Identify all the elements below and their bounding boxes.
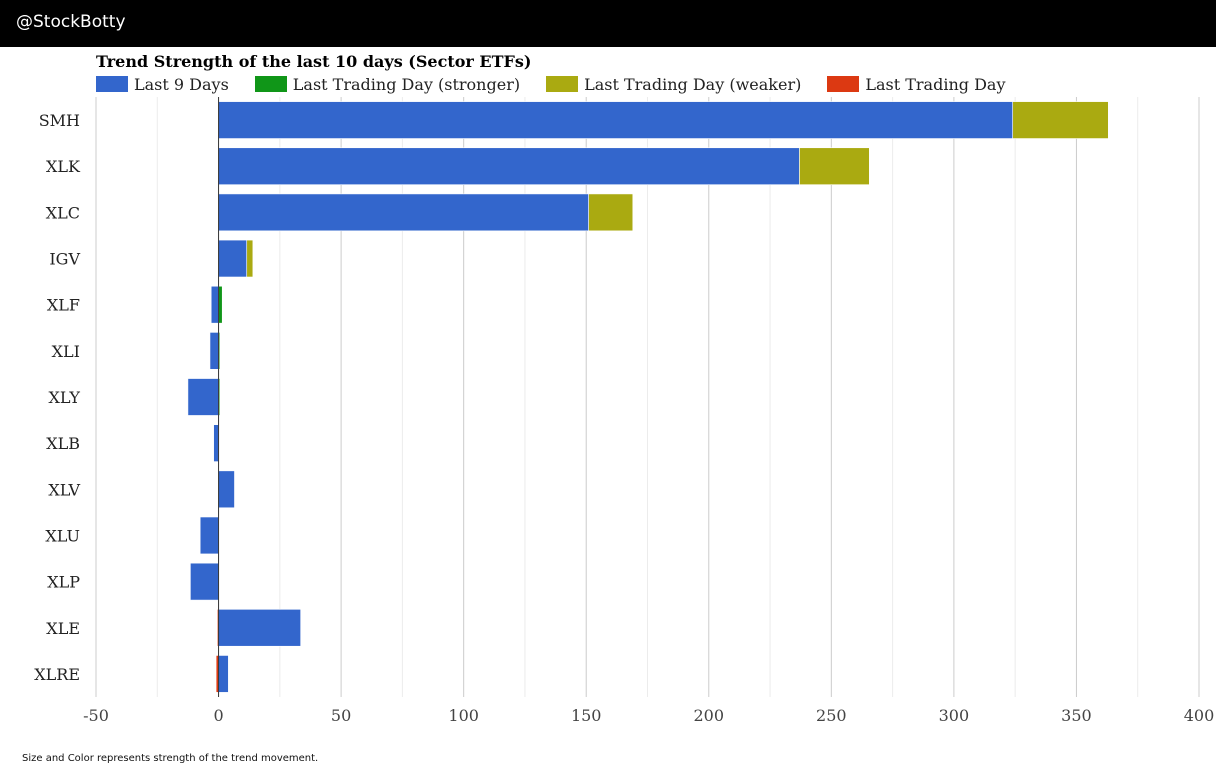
x-tick-label: 50 bbox=[331, 706, 351, 725]
legend-swatch bbox=[254, 76, 287, 92]
x-tick-label: 150 bbox=[571, 706, 602, 725]
bar-xle-last9 bbox=[218, 609, 301, 647]
bar-xlb-last9 bbox=[213, 424, 219, 462]
x-tick-label: 300 bbox=[939, 706, 970, 725]
bar-xlk-weaker bbox=[799, 147, 870, 185]
chart-legend: Last 9 Days Last Trading Day (stronger) … bbox=[96, 74, 1031, 94]
bar-xli-last9 bbox=[209, 332, 219, 370]
legend-label: Last Trading Day (weaker) bbox=[584, 74, 802, 94]
y-category-label: IGV bbox=[49, 250, 80, 269]
bar-xlre-last9 bbox=[218, 655, 229, 693]
bar-xlk-last9 bbox=[218, 147, 800, 185]
x-tick-label: 0 bbox=[213, 706, 223, 725]
bar-smh-last9 bbox=[218, 101, 1014, 139]
bar-xlf-stronger bbox=[218, 285, 223, 324]
legend-item-stronger: Last Trading Day (stronger) bbox=[254, 74, 521, 94]
bar-igv-last9 bbox=[218, 239, 248, 278]
legend-item-last-trading-day: Last Trading Day bbox=[827, 75, 1005, 94]
y-category-label: XLP bbox=[47, 573, 80, 592]
bar-igv-weaker bbox=[246, 239, 254, 278]
y-category-label: XLRE bbox=[34, 665, 80, 684]
legend-label: Last Trading Day bbox=[865, 74, 1006, 94]
legend-item-weaker: Last Trading Day (weaker) bbox=[546, 75, 801, 94]
bar-xlv-last9 bbox=[218, 470, 235, 509]
bar-xly-last9 bbox=[187, 378, 219, 416]
y-category-label: XLI bbox=[52, 342, 80, 361]
legend-swatch bbox=[546, 76, 579, 92]
legend-swatch bbox=[96, 76, 128, 92]
y-category-label: SMH bbox=[39, 111, 80, 130]
legend-label: Last 9 Days bbox=[134, 74, 229, 94]
x-tick-label: 250 bbox=[816, 706, 847, 725]
account-handle: @StockBotty bbox=[16, 12, 126, 32]
x-tick-label: 100 bbox=[448, 706, 479, 725]
legend-label: Last Trading Day (stronger) bbox=[292, 74, 521, 94]
y-category-label: XLU bbox=[45, 526, 80, 545]
bar-smh-weaker bbox=[1012, 101, 1109, 139]
legend-swatch bbox=[827, 76, 860, 92]
bar-xlc-weaker bbox=[588, 193, 634, 232]
bar-xlp-last9 bbox=[190, 562, 219, 601]
bar-xlu-last9 bbox=[199, 516, 219, 555]
legend-item-last-9-days: Last 9 Days bbox=[96, 75, 229, 94]
y-category-label: XLY bbox=[48, 388, 80, 407]
bar-xlc-last9 bbox=[218, 193, 589, 232]
x-tick-label: -50 bbox=[83, 706, 109, 725]
top-bar: @StockBotty bbox=[0, 0, 1216, 47]
y-category-label: XLC bbox=[46, 203, 80, 222]
y-category-label: XLV bbox=[48, 480, 80, 499]
y-category-label: XLF bbox=[47, 296, 80, 315]
x-tick-label: 400 bbox=[1184, 706, 1215, 725]
chart-title: Trend Strength of the last 10 days (Sect… bbox=[96, 52, 532, 71]
x-tick-label: 350 bbox=[1061, 706, 1092, 725]
footnote: Size and Color represents strength of th… bbox=[22, 753, 319, 764]
y-category-label: XLB bbox=[46, 434, 80, 453]
y-category-label: XLK bbox=[46, 157, 81, 176]
y-category-label: XLE bbox=[46, 619, 80, 638]
x-tick-label: 200 bbox=[694, 706, 725, 725]
bar-xlf-last9 bbox=[210, 285, 219, 324]
